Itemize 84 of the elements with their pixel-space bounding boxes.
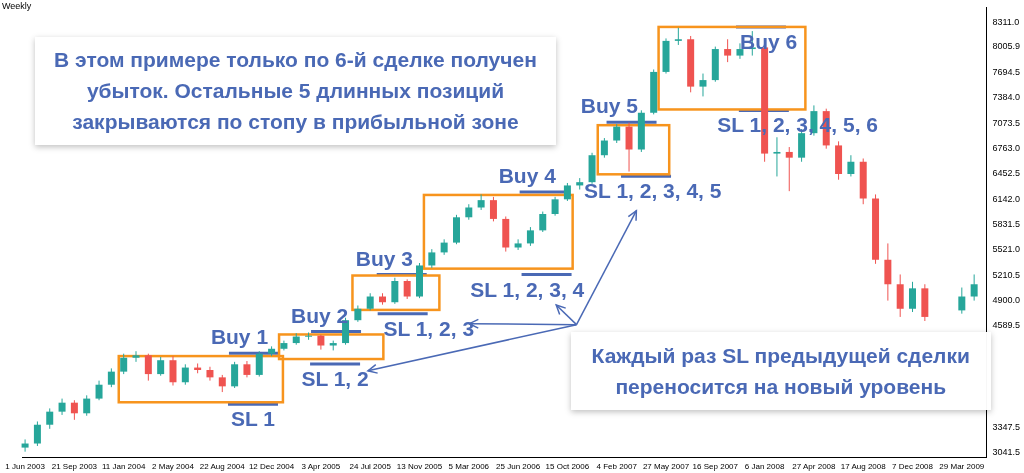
x-tick-label: 3 Apr 2005 xyxy=(301,462,341,472)
x-tick-label: 17 Aug 2008 xyxy=(840,462,887,472)
candlestick xyxy=(403,278,411,300)
annotation: SL 1 xyxy=(231,407,275,431)
chart-title: Weekly xyxy=(2,1,32,11)
annotation: SL 1, 2 xyxy=(301,366,369,390)
x-tick-label: 27 Apr 2008 xyxy=(792,462,837,472)
annotation: Buy 5 xyxy=(580,94,638,118)
x-tick-label: 24 Jul 2005 xyxy=(349,462,392,472)
x-tick-label: 21 Sep 2003 xyxy=(51,462,98,472)
candlestick xyxy=(107,367,115,388)
annotation: В этом примере только по 6-й сделке получен убыток. Остальные 5 длинных позиций закрываются по стопу в прибыльной зоне xyxy=(34,36,557,145)
candlestick xyxy=(489,196,497,222)
candlestick xyxy=(699,73,707,97)
candlestick xyxy=(514,238,522,251)
candlestick xyxy=(785,146,793,192)
candlestick xyxy=(958,287,966,315)
y-tick-label: 3041.5 xyxy=(992,446,1020,457)
candlestick xyxy=(613,123,621,144)
candlestick xyxy=(157,356,165,377)
x-tick-label: 16 Sep 2007 xyxy=(692,462,739,472)
candlestick xyxy=(255,350,263,378)
candlestick xyxy=(120,353,128,375)
candlestick xyxy=(526,226,534,247)
annotation: Buy 2 xyxy=(291,303,349,327)
candlestick xyxy=(181,363,189,386)
candlestick xyxy=(970,273,978,302)
candlestick xyxy=(847,154,855,177)
x-tick-label: 13 Nov 2005 xyxy=(396,462,443,472)
y-tick-label: 6142.0 xyxy=(992,193,1020,204)
candlestick xyxy=(33,420,41,447)
x-tick-label: 29 Mar 2009 xyxy=(939,462,985,472)
x-tick-label: 15 Oct 2006 xyxy=(545,462,590,472)
candlestick xyxy=(95,380,103,401)
x-tick-label: 2 May 2004 xyxy=(152,462,195,472)
y-tick-label: 4900.0 xyxy=(992,295,1020,306)
annotation: Buy 3 xyxy=(355,246,413,270)
x-tick-label: 25 Jun 2006 xyxy=(496,462,541,472)
y-tick-label: 7694.5 xyxy=(992,66,1020,77)
y-tick-label: 5521.0 xyxy=(992,244,1020,255)
candlestick xyxy=(169,355,177,387)
x-tick-label: 4 Feb 2007 xyxy=(596,462,638,472)
annotation: Buy 4 xyxy=(498,164,556,187)
x-tick-label: 6 Jan 2008 xyxy=(744,462,785,472)
x-tick-label: 1 Jun 2003 xyxy=(5,462,46,472)
y-tick-label: 7073.5 xyxy=(992,117,1020,128)
annotation: Buy 1 xyxy=(210,325,269,349)
candlestick xyxy=(773,136,781,177)
candlestick xyxy=(206,366,214,382)
y-tick-label: 6452.5 xyxy=(992,168,1020,179)
candlestick xyxy=(46,407,54,430)
candlestick xyxy=(600,137,608,159)
candlestick xyxy=(132,350,140,363)
annotation: Каждый раз SL предыдущей сделки переносится на новый уровень xyxy=(570,331,991,411)
candlestick xyxy=(83,394,91,417)
candlestick xyxy=(231,361,239,389)
x-tick-label: 12 Dec 2004 xyxy=(248,462,295,472)
candlestick xyxy=(21,438,29,453)
candlestick xyxy=(305,331,313,341)
candlestick xyxy=(539,211,547,233)
candlestick xyxy=(428,248,436,269)
candlestick xyxy=(909,281,917,313)
y-tick-label: 3347.5 xyxy=(992,421,1020,432)
candlestick xyxy=(551,196,559,217)
candlestick xyxy=(391,277,399,305)
candlestick xyxy=(477,193,485,211)
x-tick-label: 27 May 2007 xyxy=(642,462,690,472)
candlestick xyxy=(625,122,633,173)
candlestick xyxy=(70,399,78,421)
x-tick-label: 22 Aug 2004 xyxy=(199,462,246,472)
annotation: SL 1, 2, 3, 4, 5 xyxy=(584,179,722,203)
y-tick-label: 6763.0 xyxy=(992,142,1020,153)
candlestick xyxy=(724,38,732,63)
x-tick-label: 5 Mar 2006 xyxy=(448,462,490,472)
y-tick-label: 8005.9 xyxy=(992,41,1020,52)
y-tick-label: 8311.0 xyxy=(992,16,1020,27)
annotation: SL 1, 2, 3, 4 xyxy=(470,277,585,301)
y-tick-label: 4589.5 xyxy=(992,320,1020,331)
y-tick-label: 7384.0 xyxy=(992,92,1020,103)
candlestick xyxy=(144,353,152,382)
x-tick-label: 7 Dec 2008 xyxy=(892,462,934,472)
y-tick-label: 5831.5 xyxy=(992,219,1020,229)
y-tick-label: 5210.5 xyxy=(992,269,1020,280)
x-tick-label: 11 Jan 2004 xyxy=(101,462,146,472)
